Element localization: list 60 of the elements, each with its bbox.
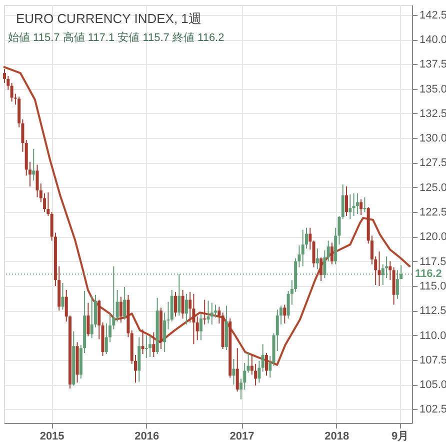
x-tick-label: 2016 [134, 430, 160, 442]
candlestick [170, 289, 174, 322]
candlestick [123, 286, 126, 320]
candlestick [312, 240, 316, 268]
candlestick [246, 352, 250, 374]
candlestick [308, 227, 312, 250]
x-tick-label: 2017 [230, 430, 254, 442]
candlestick [363, 196, 366, 213]
candlestick [330, 242, 334, 265]
candlestick [356, 192, 359, 214]
candlestick [144, 334, 148, 358]
candlestick [276, 309, 279, 352]
x-tick-label: 9月 [391, 430, 409, 442]
candlestick [348, 194, 352, 220]
candlestick [352, 192, 356, 216]
candlestick [192, 293, 196, 345]
candlestick [283, 304, 286, 324]
candlestick [232, 358, 236, 386]
candlestick [360, 198, 363, 216]
candlestick [152, 332, 156, 358]
candlestick [316, 248, 319, 270]
candlestick [218, 306, 221, 324]
candlestick [10, 82, 14, 102]
candlestick [181, 289, 184, 319]
candlestick [378, 250, 381, 286]
candlestick [345, 186, 348, 216]
candlestick [341, 184, 344, 220]
x-tick-label: 2018 [324, 430, 350, 442]
candlestick [261, 344, 264, 372]
annotation: 始値 115.7 高値 117.1 安値 115.7 終値 116.2 [8, 31, 224, 44]
candlestick [203, 299, 206, 325]
candlestick [32, 148, 36, 181]
candlestick [119, 296, 122, 323]
chart-title: EURO CURRENCY INDEX, 1週 [16, 11, 202, 26]
candlestick [236, 348, 239, 392]
candlestick [46, 192, 50, 216]
y-tick-label: 115.0 [420, 280, 446, 292]
candlestick [36, 164, 39, 198]
candlestick [184, 293, 188, 325]
x-tick-label: 2015 [40, 430, 64, 442]
candlestick [210, 302, 214, 325]
candlestick [199, 313, 202, 341]
candlestick [301, 229, 304, 267]
y-tick-label: 110.0 [420, 330, 446, 342]
candlestick [264, 352, 268, 376]
y-tick-label: 112.5 [420, 305, 446, 318]
y-tick-label: 117.5 [420, 256, 446, 268]
candlestick [148, 336, 152, 358]
ref-line-label: 116.2 [415, 268, 442, 280]
candlestick [196, 316, 199, 341]
candlestick [116, 289, 119, 322]
candlestick [174, 291, 178, 318]
candlestick [258, 360, 261, 384]
candlestick [326, 240, 330, 262]
candlestick [320, 256, 323, 282]
candlestick [61, 282, 64, 310]
candlestick [86, 302, 90, 337]
candlestick [141, 328, 144, 354]
candlestick [90, 295, 94, 339]
candlestick [206, 300, 210, 324]
